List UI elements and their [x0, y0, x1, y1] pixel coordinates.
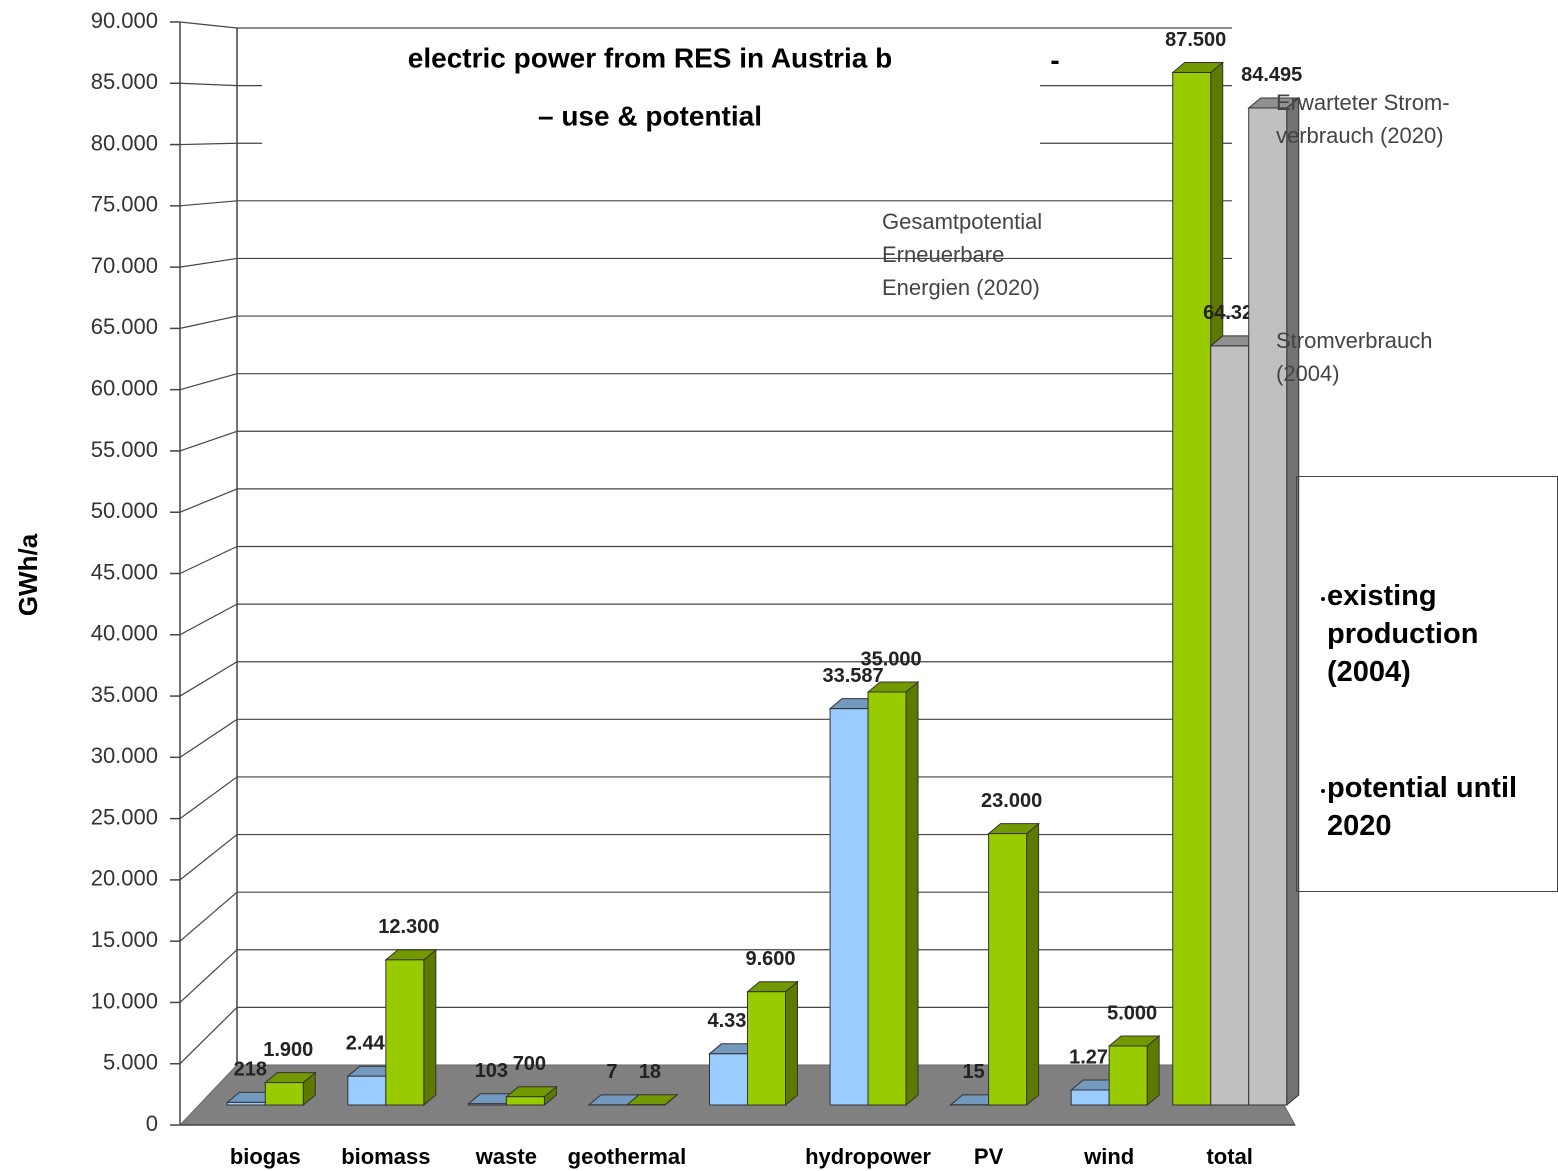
- y-tick-label: 15.000: [91, 927, 158, 952]
- y-tick-label: 25.000: [91, 804, 158, 829]
- data-label: 1.273: [1069, 1046, 1119, 1068]
- annotation: Gesamtpotential Erneuerbare Energien (20…: [882, 209, 1043, 300]
- bar: [264, 1082, 304, 1106]
- bar: [347, 1075, 387, 1106]
- x-tick-label: geothermal: [568, 1144, 687, 1169]
- grid-connector: [179, 949, 238, 1003]
- legend-entry: potential until 2020: [1321, 769, 1552, 845]
- title-backdrop: [262, 36, 1040, 170]
- y-tick-label: 65.000: [91, 314, 158, 339]
- y-tick-label: 55.000: [91, 437, 158, 462]
- bar-side: [785, 980, 798, 1107]
- legend-entry: existing production (2004): [1321, 577, 1552, 691]
- data-label: 18: [639, 1061, 661, 1083]
- bar: [385, 959, 425, 1106]
- data-label: 15: [962, 1061, 984, 1083]
- grid-connector: [179, 200, 238, 207]
- data-label: 5.000: [1107, 1002, 1157, 1024]
- bar: [1248, 107, 1288, 1106]
- data-label: 1.900: [263, 1039, 313, 1061]
- data-label: 7: [606, 1061, 617, 1083]
- grid-connector: [179, 1006, 238, 1065]
- chart-subtitle: – use & potential: [538, 100, 762, 131]
- series-label: Stromverbrauch (2004): [1276, 327, 1433, 386]
- bar-side: [1026, 822, 1040, 1107]
- data-label: 87.500: [1165, 29, 1226, 51]
- bar: [829, 708, 869, 1106]
- data-label: 84.495: [1241, 64, 1302, 86]
- x-tick-label: biogas: [230, 1144, 301, 1169]
- data-label: 9.600: [745, 948, 795, 970]
- grid-connector: [179, 373, 238, 391]
- bar-side: [905, 680, 919, 1107]
- data-label: 103: [475, 1060, 508, 1082]
- y-tick-label: 20.000: [91, 866, 158, 891]
- x-tick-label: biomass: [341, 1144, 430, 1169]
- data-label: 4.338: [707, 1010, 757, 1032]
- legend-bullet: [1321, 789, 1325, 793]
- y-tick-label: 45.000: [91, 559, 158, 584]
- bar: [1070, 1089, 1110, 1106]
- bar: [709, 1053, 748, 1106]
- data-label: 33.587: [822, 665, 883, 687]
- data-label: 218: [234, 1059, 267, 1081]
- bar: [1210, 345, 1250, 1106]
- y-tick-label: 90.000: [91, 8, 158, 33]
- bar: [505, 1096, 545, 1106]
- grid-connector: [179, 718, 238, 758]
- y-tick-label: 5.000: [103, 1050, 158, 1075]
- grid-connector: [179, 603, 238, 636]
- data-label: 12.300: [378, 916, 439, 938]
- y-tick-label: 85.000: [91, 69, 158, 94]
- bar: [747, 991, 786, 1106]
- series-label: Erwarteter Strom-verbrauch (2020): [1276, 89, 1450, 148]
- grid-connector: [179, 891, 238, 942]
- grid-connector: [179, 661, 238, 697]
- y-tick-label: 75.000: [91, 192, 158, 217]
- y-tick-label: 80.000: [91, 130, 158, 155]
- y-tick-label: 40.000: [91, 621, 158, 646]
- x-tick-label: waste: [475, 1144, 537, 1169]
- x-tick-label: wind: [1083, 1144, 1134, 1169]
- grid-connector: [179, 315, 238, 329]
- bar: [226, 1101, 266, 1106]
- y-tick-label: 35.000: [91, 682, 158, 707]
- chart-title: electric power from RES in Austria b: [408, 42, 892, 73]
- bar: [467, 1103, 507, 1106]
- y-tick-label: 10.000: [91, 988, 158, 1013]
- bar: [1172, 72, 1212, 1106]
- bar: [988, 833, 1028, 1106]
- grid-connector: [179, 776, 238, 820]
- grid-connector: [179, 488, 238, 513]
- bar: [1108, 1045, 1148, 1106]
- y-tick-label: 50.000: [91, 498, 158, 523]
- data-label: 23.000: [981, 790, 1042, 812]
- grid-connector: [179, 21, 238, 29]
- y-tick-label: 60.000: [91, 375, 158, 400]
- y-tick-label: 70.000: [91, 253, 158, 278]
- bar-side: [1146, 1034, 1160, 1107]
- x-tick-label: PV: [974, 1144, 1004, 1169]
- bar: [867, 691, 907, 1106]
- legend-bullet: [1321, 597, 1325, 601]
- x-tick-label: hydropower: [805, 1144, 931, 1169]
- y-tick-label: 30.000: [91, 743, 158, 768]
- grid-connector: [179, 82, 238, 87]
- y-axis-label: GWh/a: [13, 533, 43, 616]
- grid-connector: [179, 430, 238, 452]
- bar-side: [423, 948, 437, 1107]
- grid-connector: [179, 257, 238, 268]
- grid-connector: [179, 834, 238, 881]
- data-label: 35.000: [860, 648, 921, 670]
- data-label: 2.441: [346, 1032, 396, 1054]
- grid-connector: [179, 142, 238, 146]
- y-tick-label: 0: [146, 1111, 158, 1136]
- x-tick-label: total: [1206, 1144, 1252, 1169]
- grid-connector: [179, 545, 238, 575]
- annotation: -: [1050, 44, 1059, 75]
- legend: existing production (2004) potential unti…: [1296, 476, 1558, 892]
- data-label: 700: [513, 1053, 546, 1075]
